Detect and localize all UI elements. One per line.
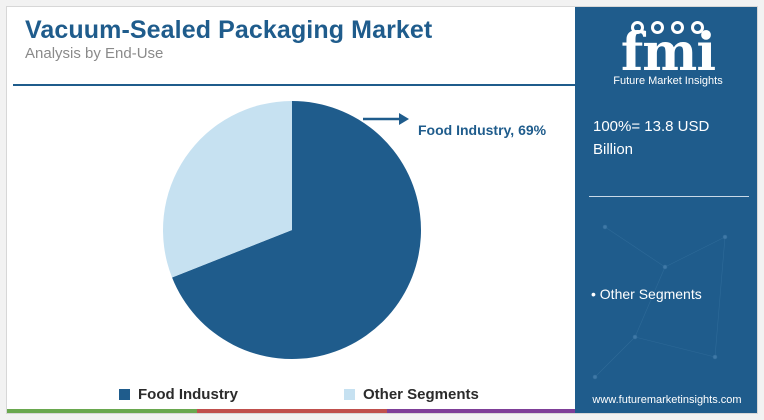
legend-item-food-industry: Food Industry — [119, 383, 238, 405]
annotation-food-industry: Food Industry, 69% — [418, 122, 547, 138]
pie-chart: Food Industry, 69% — [163, 101, 547, 359]
color-strip-green — [7, 409, 197, 413]
logo-dots-icon — [631, 21, 704, 34]
decorative-network-pattern — [592, 224, 728, 380]
chart-title: Vacuum-Sealed Packaging Market — [25, 16, 433, 44]
market-total-label: 100%= 13.8 USD Billion — [593, 118, 710, 158]
legend-swatch-other — [344, 388, 355, 400]
annotation-arrow-head — [399, 113, 409, 125]
logo-caption: Future Market Insights — [613, 75, 723, 87]
chart-subtitle: Analysis by End-Use — [25, 45, 164, 62]
legend-swatch-food — [119, 388, 130, 400]
website-url[interactable]: www.futuremarketinsights.com — [592, 394, 742, 406]
legend-item-other-segments: Other Segments — [344, 383, 479, 405]
pie-slice-food-industry — [172, 101, 422, 359]
infographic-card: Vacuum-Sealed Packaging Market Analysis … — [6, 6, 758, 414]
color-strip-red — [197, 409, 387, 413]
legend-label-food: Food Industry — [138, 385, 238, 403]
title-divider — [13, 84, 575, 86]
color-strip-purple — [387, 409, 575, 413]
info-sidebar: fmi Future Market Insights 100%= 13.8 US… — [575, 7, 757, 413]
sidebar-divider — [589, 196, 749, 197]
pie-slice-other-segments — [163, 101, 292, 278]
logo-wordmark: fmi — [620, 22, 716, 83]
legend-label-other: Other Segments — [363, 385, 479, 403]
fmi-logo: fmi Future Market Insights — [593, 15, 743, 95]
sidebar-other-segments: • Other Segments — [591, 286, 702, 302]
